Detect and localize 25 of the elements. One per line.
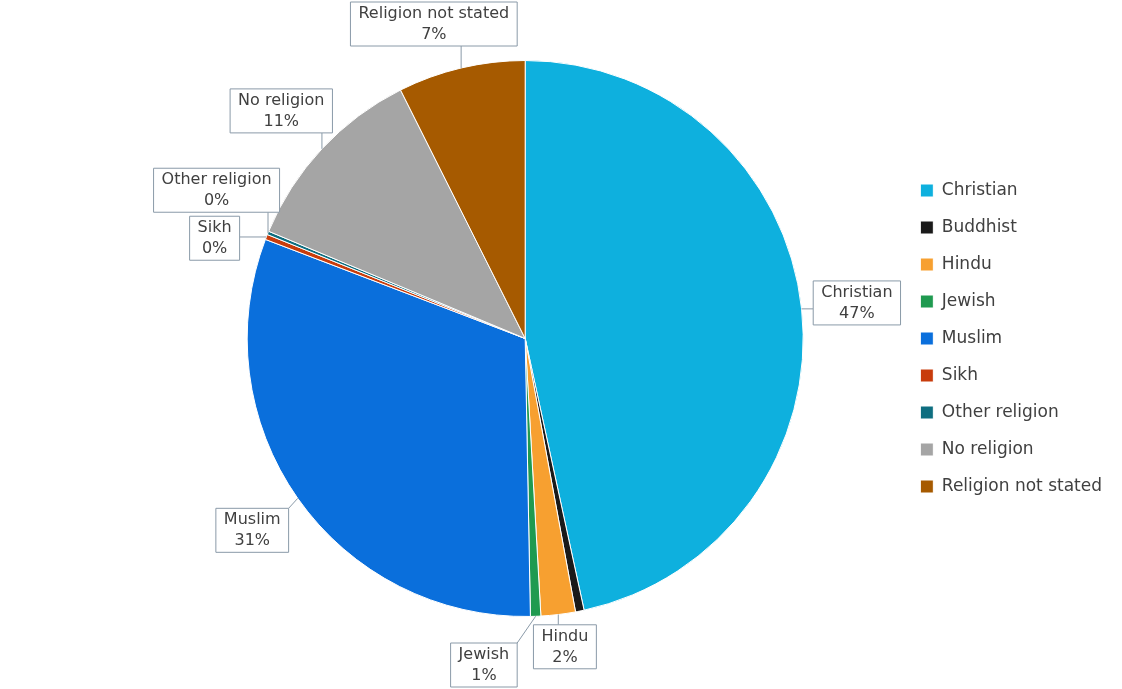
slice-label: Christian (821, 282, 893, 302)
slice-label: Muslim (223, 509, 281, 529)
legend-label: Sikh (941, 363, 978, 384)
legend-label: Other religion (941, 400, 1059, 421)
data-label: 0% (201, 238, 228, 258)
legend-label: No religion (941, 437, 1034, 458)
slice-label: Jewish (457, 644, 510, 664)
slice-label: Sikh (197, 217, 232, 237)
slice-label: Religion not stated (358, 3, 510, 23)
legend-label: Muslim (941, 326, 1003, 347)
legend-label: Christian (941, 178, 1018, 199)
data-label: 2% (552, 646, 578, 666)
slice-label: Other religion (161, 169, 272, 189)
data-label: 31% (234, 530, 271, 550)
legend-label: Jewish (940, 289, 996, 310)
slice-label: Hindu (541, 625, 589, 645)
slice-label: No religion (238, 90, 325, 110)
data-label: 0% (203, 190, 230, 210)
data-label: 1% (471, 665, 497, 685)
legend-label: Buddhist (941, 215, 1018, 236)
legend-label: Religion not stated (941, 474, 1103, 495)
data-label: 11% (263, 111, 300, 131)
data-label: 7% (421, 24, 447, 44)
data-label: 47% (839, 303, 875, 323)
legend-label: Hindu (941, 252, 992, 273)
